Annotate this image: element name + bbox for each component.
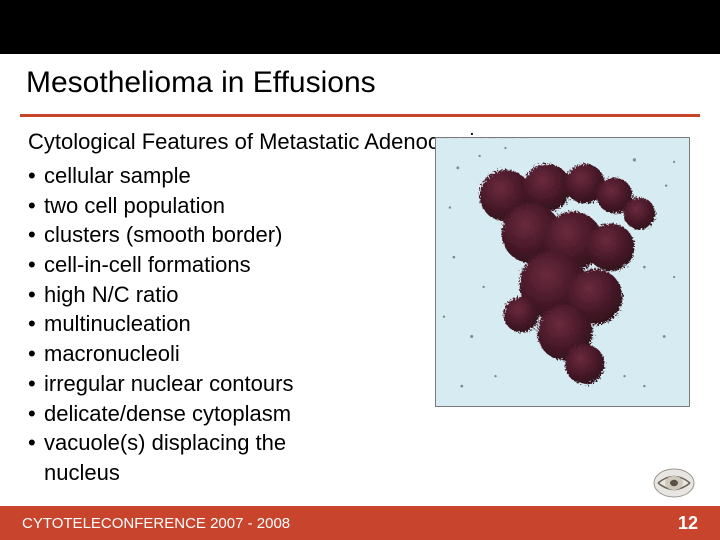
speckle (460, 385, 463, 388)
speckle (478, 155, 480, 157)
speckle (494, 375, 496, 377)
slide: Mesothelioma in Effusions Cytological Fe… (0, 0, 720, 540)
speckle (673, 276, 675, 278)
speckle (623, 375, 625, 377)
speckle (449, 206, 451, 208)
speckle (643, 385, 645, 387)
microscopy-svg (436, 138, 689, 406)
footer-text: CYTOTELECONFERENCE 2007 - 2008 (22, 515, 290, 532)
speckle (482, 286, 484, 288)
cell-cluster (624, 198, 656, 230)
footer-bar: CYTOTELECONFERENCE 2007 - 2008 12 (0, 506, 720, 540)
speckle (665, 184, 667, 186)
speckle (504, 147, 506, 149)
page-number: 12 (678, 513, 698, 534)
speckle (456, 166, 459, 169)
speckle (633, 158, 636, 161)
cell-cluster (587, 223, 635, 271)
speckle (673, 161, 675, 163)
list-item-continuation: nucleus (28, 458, 720, 488)
list-item: vacuole(s) displacing the (28, 428, 720, 458)
cell-cluster (503, 297, 539, 333)
microscopy-figure (435, 137, 690, 407)
speckle (643, 266, 646, 269)
org-logo-icon (652, 466, 696, 500)
slide-title: Mesothelioma in Effusions (26, 66, 720, 100)
speckle (663, 335, 666, 338)
speckle (453, 256, 456, 259)
cell-cluster (565, 344, 605, 384)
speckle (443, 315, 445, 317)
speckle (470, 335, 473, 338)
content-area: Cytological Features of Metastatic Adeno… (0, 117, 720, 540)
top-bar (0, 0, 720, 54)
